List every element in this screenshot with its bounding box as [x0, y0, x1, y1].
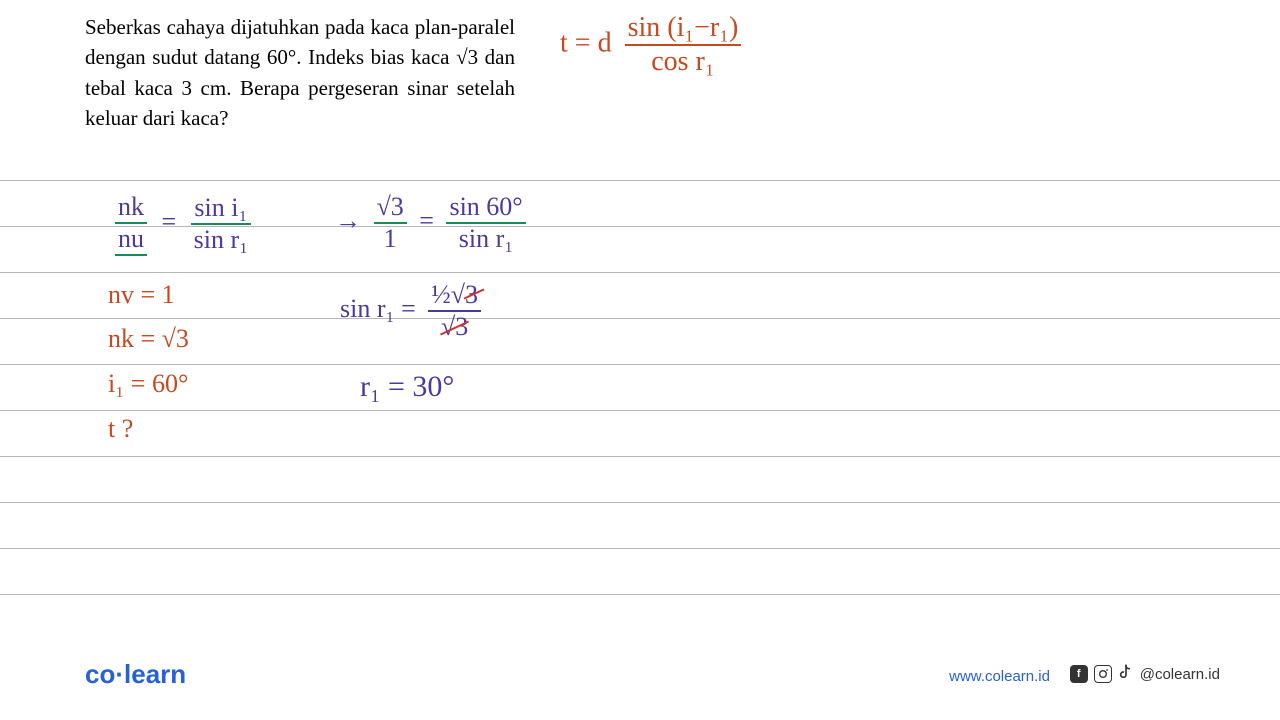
logo: co·learn: [85, 659, 186, 690]
sinr1-frac: ½√3 √3: [428, 280, 481, 342]
ruled-line: [0, 410, 1280, 411]
website-url: www.colearn.id: [949, 668, 1050, 685]
sinr1-den: sin r₁: [446, 224, 525, 254]
given-i1: i₁ = 60°: [108, 369, 188, 399]
equals-1: =: [162, 207, 177, 236]
root3-num: √3: [374, 192, 407, 224]
snells-law-left: nk nu = sin i₁ sin r₁: [115, 192, 251, 256]
ruled-line: [0, 594, 1280, 595]
sinr1-calc: sin r₁ = ½√3 √3: [340, 280, 481, 342]
strike-num: [465, 283, 483, 303]
facebook-icon: f: [1070, 665, 1088, 683]
instagram-icon: [1094, 665, 1112, 683]
social-handle-text: @colearn.id: [1140, 666, 1220, 683]
ruled-line: [0, 272, 1280, 273]
logo-learn: learn: [124, 659, 186, 689]
social-handles: f @colearn.id: [1070, 663, 1220, 685]
tiktok-icon: [1118, 663, 1134, 685]
snells-nk: nk: [115, 192, 147, 224]
snells-sin-frac: sin i₁ sin r₁: [191, 193, 252, 255]
ruled-line: [0, 180, 1280, 181]
root3-over-1: √3 1: [374, 192, 407, 254]
half-root3: ½√3: [428, 280, 481, 312]
formula-denominator: cos r₁: [625, 46, 742, 78]
root3-den: √3: [428, 312, 481, 342]
logo-dot: ·: [115, 659, 124, 689]
instagram-svg: [1095, 665, 1111, 683]
logo-co: co: [85, 659, 115, 689]
formula-lhs: t = d: [560, 27, 612, 58]
sinr1-lhs: sin r₁ =: [340, 294, 416, 323]
snells-substitution: → √3 1 = sin 60° sin r₁: [335, 192, 526, 254]
formula-fraction: sin (i₁−r₁) cos r₁: [625, 12, 742, 78]
sin60-over-sinr: sin 60° sin r₁: [446, 192, 525, 254]
problem-text: Seberkas cahaya dijatuhkan pada kaca pla…: [85, 12, 515, 134]
ruled-line: [0, 548, 1280, 549]
ruled-line: [0, 456, 1280, 457]
ruled-line: [0, 502, 1280, 503]
ruled-line: [0, 364, 1280, 365]
r1-result: r₁ = 30°: [360, 370, 454, 404]
footer: co·learn www.colearn.id f @colearn.id: [0, 650, 1280, 690]
given-nv: nv = 1: [108, 280, 175, 310]
arrow-icon: →: [335, 206, 361, 235]
snells-nu: nu: [115, 224, 147, 254]
strike-den: √3: [441, 312, 468, 341]
equals-2: =: [419, 206, 434, 235]
ruled-line: [0, 318, 1280, 319]
snells-sinr: sin r₁: [191, 225, 252, 255]
one-den: 1: [374, 224, 407, 254]
shift-formula: t = d sin (i₁−r₁) cos r₁: [560, 12, 741, 78]
snells-nk-nu: nk nu: [115, 192, 147, 256]
sin60-num: sin 60°: [446, 192, 525, 224]
formula-numerator: sin (i₁−r₁): [625, 12, 742, 46]
asked-t: t ?: [108, 414, 133, 444]
tiktok-svg: [1118, 663, 1134, 681]
snells-sini: sin i₁: [191, 193, 252, 225]
given-nk: nk = √3: [108, 324, 189, 354]
